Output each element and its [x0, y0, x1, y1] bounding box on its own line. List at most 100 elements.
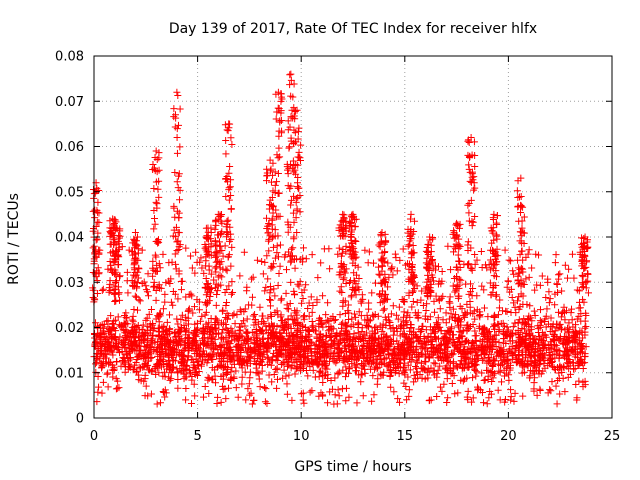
data-point: [487, 246, 495, 254]
data-point: [516, 228, 524, 236]
data-point: [389, 302, 397, 310]
data-point: [225, 196, 233, 204]
data-point: [422, 345, 430, 353]
data-point: [263, 400, 271, 408]
data-point: [182, 365, 190, 373]
data-point: [418, 287, 426, 295]
data-point: [568, 250, 576, 258]
y-axis-label: ROTI / TECUs: [6, 193, 22, 285]
data-point: [153, 400, 161, 408]
data-point: [525, 331, 533, 339]
data-point: [324, 299, 332, 307]
data-point: [238, 364, 246, 372]
data-point: [410, 378, 418, 386]
data-point: [171, 328, 179, 336]
data-point: [218, 273, 226, 281]
data-point: [201, 382, 209, 390]
data-point: [465, 161, 473, 169]
data-point: [327, 332, 335, 340]
data-point: [224, 216, 232, 224]
data-point: [167, 337, 175, 345]
data-point: [200, 340, 208, 348]
data-point: [568, 316, 576, 324]
data-point: [214, 231, 222, 239]
data-point: [424, 374, 432, 382]
data-point: [242, 344, 250, 352]
data-point: [393, 324, 401, 332]
data-point: [583, 238, 591, 246]
data-point: [95, 209, 103, 217]
data-point: [176, 365, 184, 373]
data-point: [274, 88, 282, 96]
data-point: [104, 265, 112, 273]
data-point: [94, 229, 102, 237]
data-point: [129, 330, 137, 338]
data-point: [319, 392, 327, 400]
data-point: [406, 313, 414, 321]
data-point: [112, 278, 120, 286]
y-tick-label: 0.02: [55, 321, 84, 336]
data-point: [583, 270, 591, 278]
data-point: [485, 394, 493, 402]
x-tick-label: 10: [293, 429, 310, 444]
data-point: [460, 260, 468, 268]
data-point: [394, 315, 402, 323]
data-point: [452, 361, 460, 369]
data-point: [509, 267, 517, 275]
data-point: [241, 368, 249, 376]
data-point: [109, 215, 117, 223]
data-point: [131, 292, 139, 300]
data-point: [223, 358, 231, 366]
data-point: [268, 221, 276, 229]
data-point: [225, 184, 233, 192]
data-point: [535, 367, 543, 375]
data-point: [167, 275, 175, 283]
data-point: [286, 300, 294, 308]
data-point: [284, 305, 292, 313]
data-point: [442, 319, 450, 327]
data-point: [344, 301, 352, 309]
data-point: [335, 368, 343, 376]
data-point: [159, 305, 167, 313]
data-point: [462, 280, 470, 288]
data-point: [490, 335, 498, 343]
data-point: [192, 248, 200, 256]
data-point: [410, 328, 418, 336]
data-point: [402, 317, 410, 325]
data-point: [96, 246, 104, 254]
data-point: [411, 217, 419, 225]
data-point: [273, 178, 281, 186]
x-tick-label: 20: [500, 429, 517, 444]
data-point: [392, 364, 400, 372]
data-point: [413, 358, 421, 366]
data-point: [410, 249, 418, 257]
data-point: [198, 312, 206, 320]
data-point: [383, 333, 391, 341]
data-point: [202, 291, 210, 299]
data-point: [453, 263, 461, 271]
data-point: [258, 367, 266, 375]
data-point: [293, 106, 301, 114]
data-point: [217, 398, 225, 406]
data-point: [129, 341, 137, 349]
data-point: [463, 374, 471, 382]
data-point: [559, 374, 567, 382]
data-point: [222, 265, 230, 273]
data-point: [508, 356, 516, 364]
data-point: [284, 170, 292, 178]
data-point: [309, 301, 317, 309]
data-point: [131, 228, 139, 236]
data-point: [378, 228, 386, 236]
data-point: [464, 238, 472, 246]
data-point: [130, 235, 138, 243]
data-point: [467, 178, 475, 186]
data-point: [166, 280, 174, 288]
data-point: [222, 223, 230, 231]
data-point: [465, 200, 473, 208]
data-point: [201, 355, 209, 363]
data-point: [508, 293, 516, 301]
data-point: [221, 121, 229, 129]
data-point: [560, 332, 568, 340]
data-point: [404, 361, 412, 369]
data-point: [349, 210, 357, 218]
